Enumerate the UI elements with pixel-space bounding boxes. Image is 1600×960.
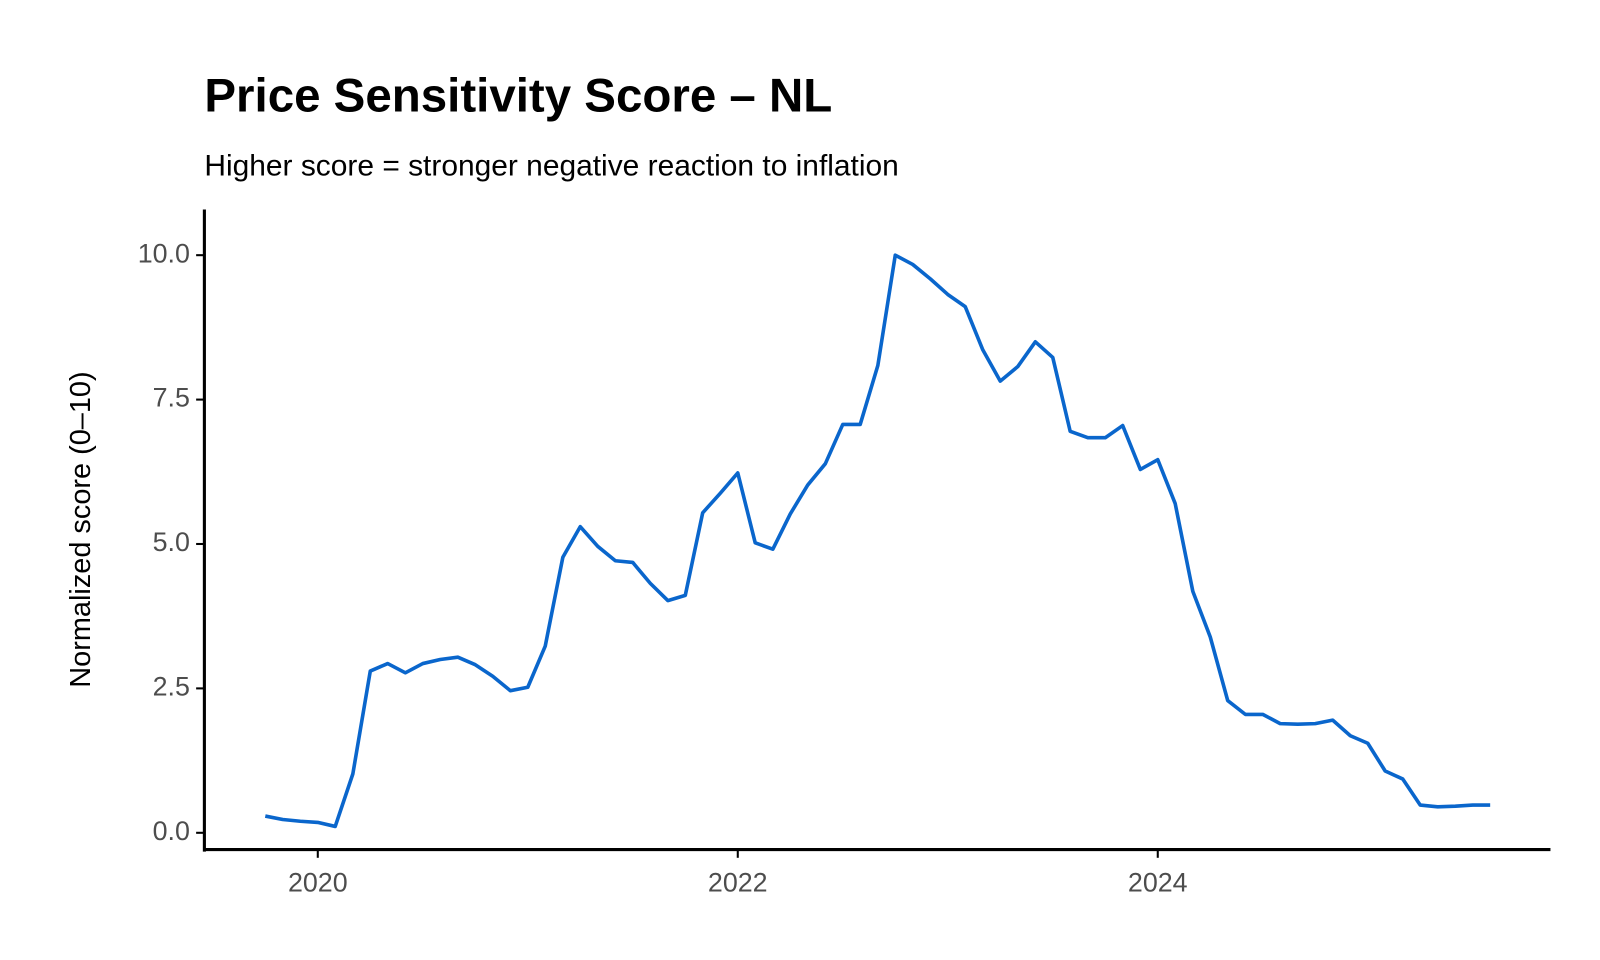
chart-subtitle: Higher score = stronger negative reactio… — [204, 149, 898, 182]
data-line — [264, 253, 1491, 829]
y-tick-label: 7.5 — [153, 383, 190, 413]
x-tick-label: 2020 — [288, 868, 348, 898]
y-tick-label: 5.0 — [153, 527, 190, 557]
x-tick-label: 2022 — [708, 868, 768, 898]
y-tick-label: 0.0 — [153, 816, 190, 846]
chart-title: Price Sensitivity Score – NL — [204, 69, 832, 122]
y-tick-label: 10.0 — [138, 238, 190, 268]
x-tick-label: 2024 — [1128, 868, 1188, 898]
y-axis-title: Normalized score (0–10) — [65, 371, 97, 687]
y-tick-label: 2.5 — [153, 671, 190, 701]
